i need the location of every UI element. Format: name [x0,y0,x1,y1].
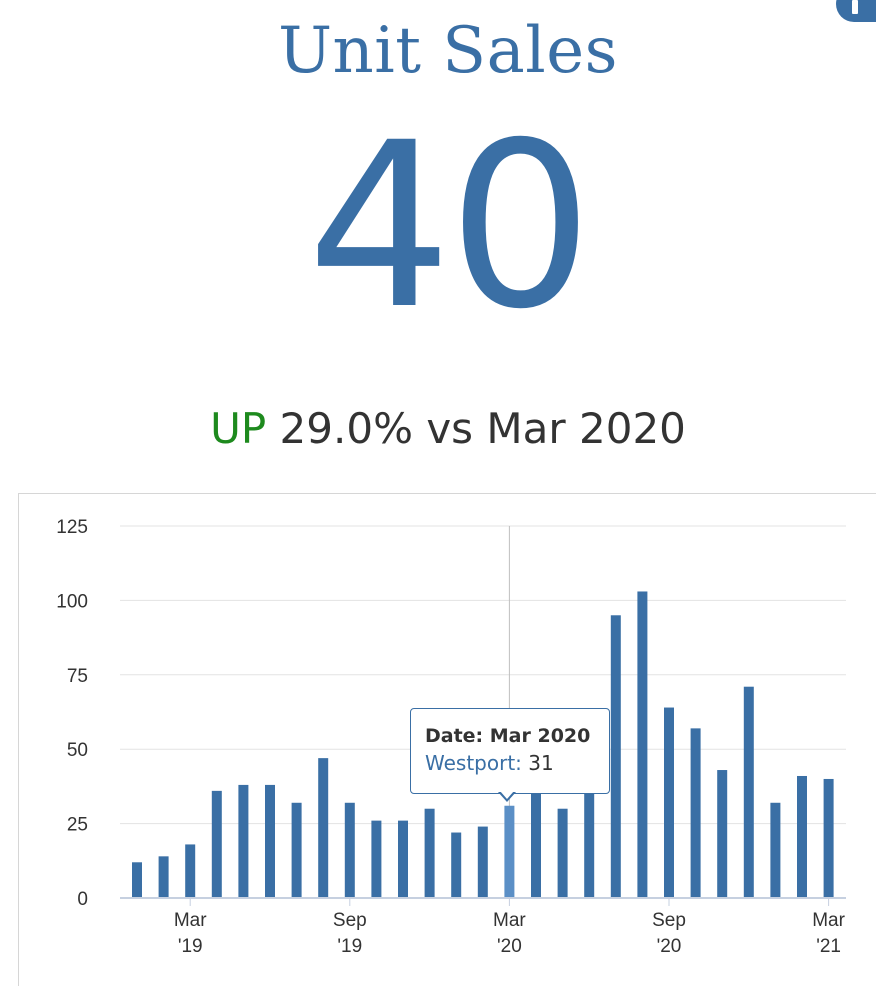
tooltip-series-label: Westport: [425,751,522,775]
bar-mar-2020[interactable] [504,805,515,898]
bar-feb-2020[interactable] [477,826,488,898]
bar-mar-2021[interactable] [823,778,834,898]
bar-jul-2019[interactable] [291,802,302,898]
bar-dec-2020[interactable] [743,686,754,898]
tooltip-date: Date: Mar 2020 [425,725,591,747]
x-tick-label-year: '19 [178,936,203,957]
x-tick-label-year: '20 [657,936,682,957]
bar-sep-2020[interactable] [664,707,674,898]
trend-text: 29.0% vs Mar 2020 [279,404,686,453]
bar-layer [132,591,834,898]
bar-jan-2021[interactable] [770,802,781,898]
kpi-value: 40 [306,93,593,359]
trend-direction: UP [210,404,267,453]
x-tick-label-month: Mar [493,910,526,931]
info-glyph [852,0,858,14]
bar-aug-2020[interactable] [637,591,648,898]
bar-feb-2021[interactable] [797,775,807,898]
x-tick-label-year: '20 [497,936,522,957]
bar-jul-2020[interactable] [610,615,621,898]
page-title: Unit Sales [278,14,618,88]
bar-jun-2020[interactable] [584,784,595,898]
kpi-comparison: UP 29.0% vs Mar 2020 [0,404,876,453]
bar-may-2020[interactable] [557,808,568,898]
x-tick-label-month: Sep [333,910,367,931]
bar-sep-2019[interactable] [344,802,355,898]
bar-nov-2020[interactable] [717,770,728,898]
y-tick-label: 75 [67,666,88,687]
chart-tooltip: Date: Mar 2020 Westport: 31 [410,708,610,794]
x-tick-label-month: Sep [652,910,686,931]
x-tick-label-year: '21 [816,936,841,957]
y-tick-label: 50 [67,740,88,761]
y-tick-label: 100 [56,591,88,612]
bar-jan-2019[interactable] [132,862,142,898]
info-icon[interactable] [836,0,876,22]
x-tick-label-month: Mar [812,910,845,931]
tooltip-series: Westport: 31 [425,751,595,775]
bar-dec-2019[interactable] [424,808,435,898]
bar-jun-2019[interactable] [265,784,275,898]
bar-may-2019[interactable] [238,784,249,898]
bar-mar-2019[interactable] [185,844,196,898]
bar-feb-2019[interactable] [158,856,169,898]
y-tick-label: 125 [56,517,88,538]
x-tick-label-year: '19 [337,936,362,957]
bar-apr-2019[interactable] [211,790,222,898]
axis-layer: 0 25 50 75 100 125 Mar '19 Sep '19 Mar '20 Sep '20 Mar… [56,517,846,957]
x-tick-label-month: Mar [174,910,207,931]
bar-jan-2020[interactable] [451,832,462,898]
bar-oct-2019[interactable] [371,820,382,898]
bar-nov-2019[interactable] [398,820,408,898]
bar-aug-2019[interactable] [318,758,329,898]
bar-apr-2020[interactable] [531,784,541,898]
y-tick-label: 0 [77,889,88,910]
tooltip-arrow-inner [500,791,514,799]
tooltip-value: 31 [528,751,554,775]
bar-oct-2020[interactable] [690,728,701,898]
y-tick-label: 25 [67,815,88,836]
